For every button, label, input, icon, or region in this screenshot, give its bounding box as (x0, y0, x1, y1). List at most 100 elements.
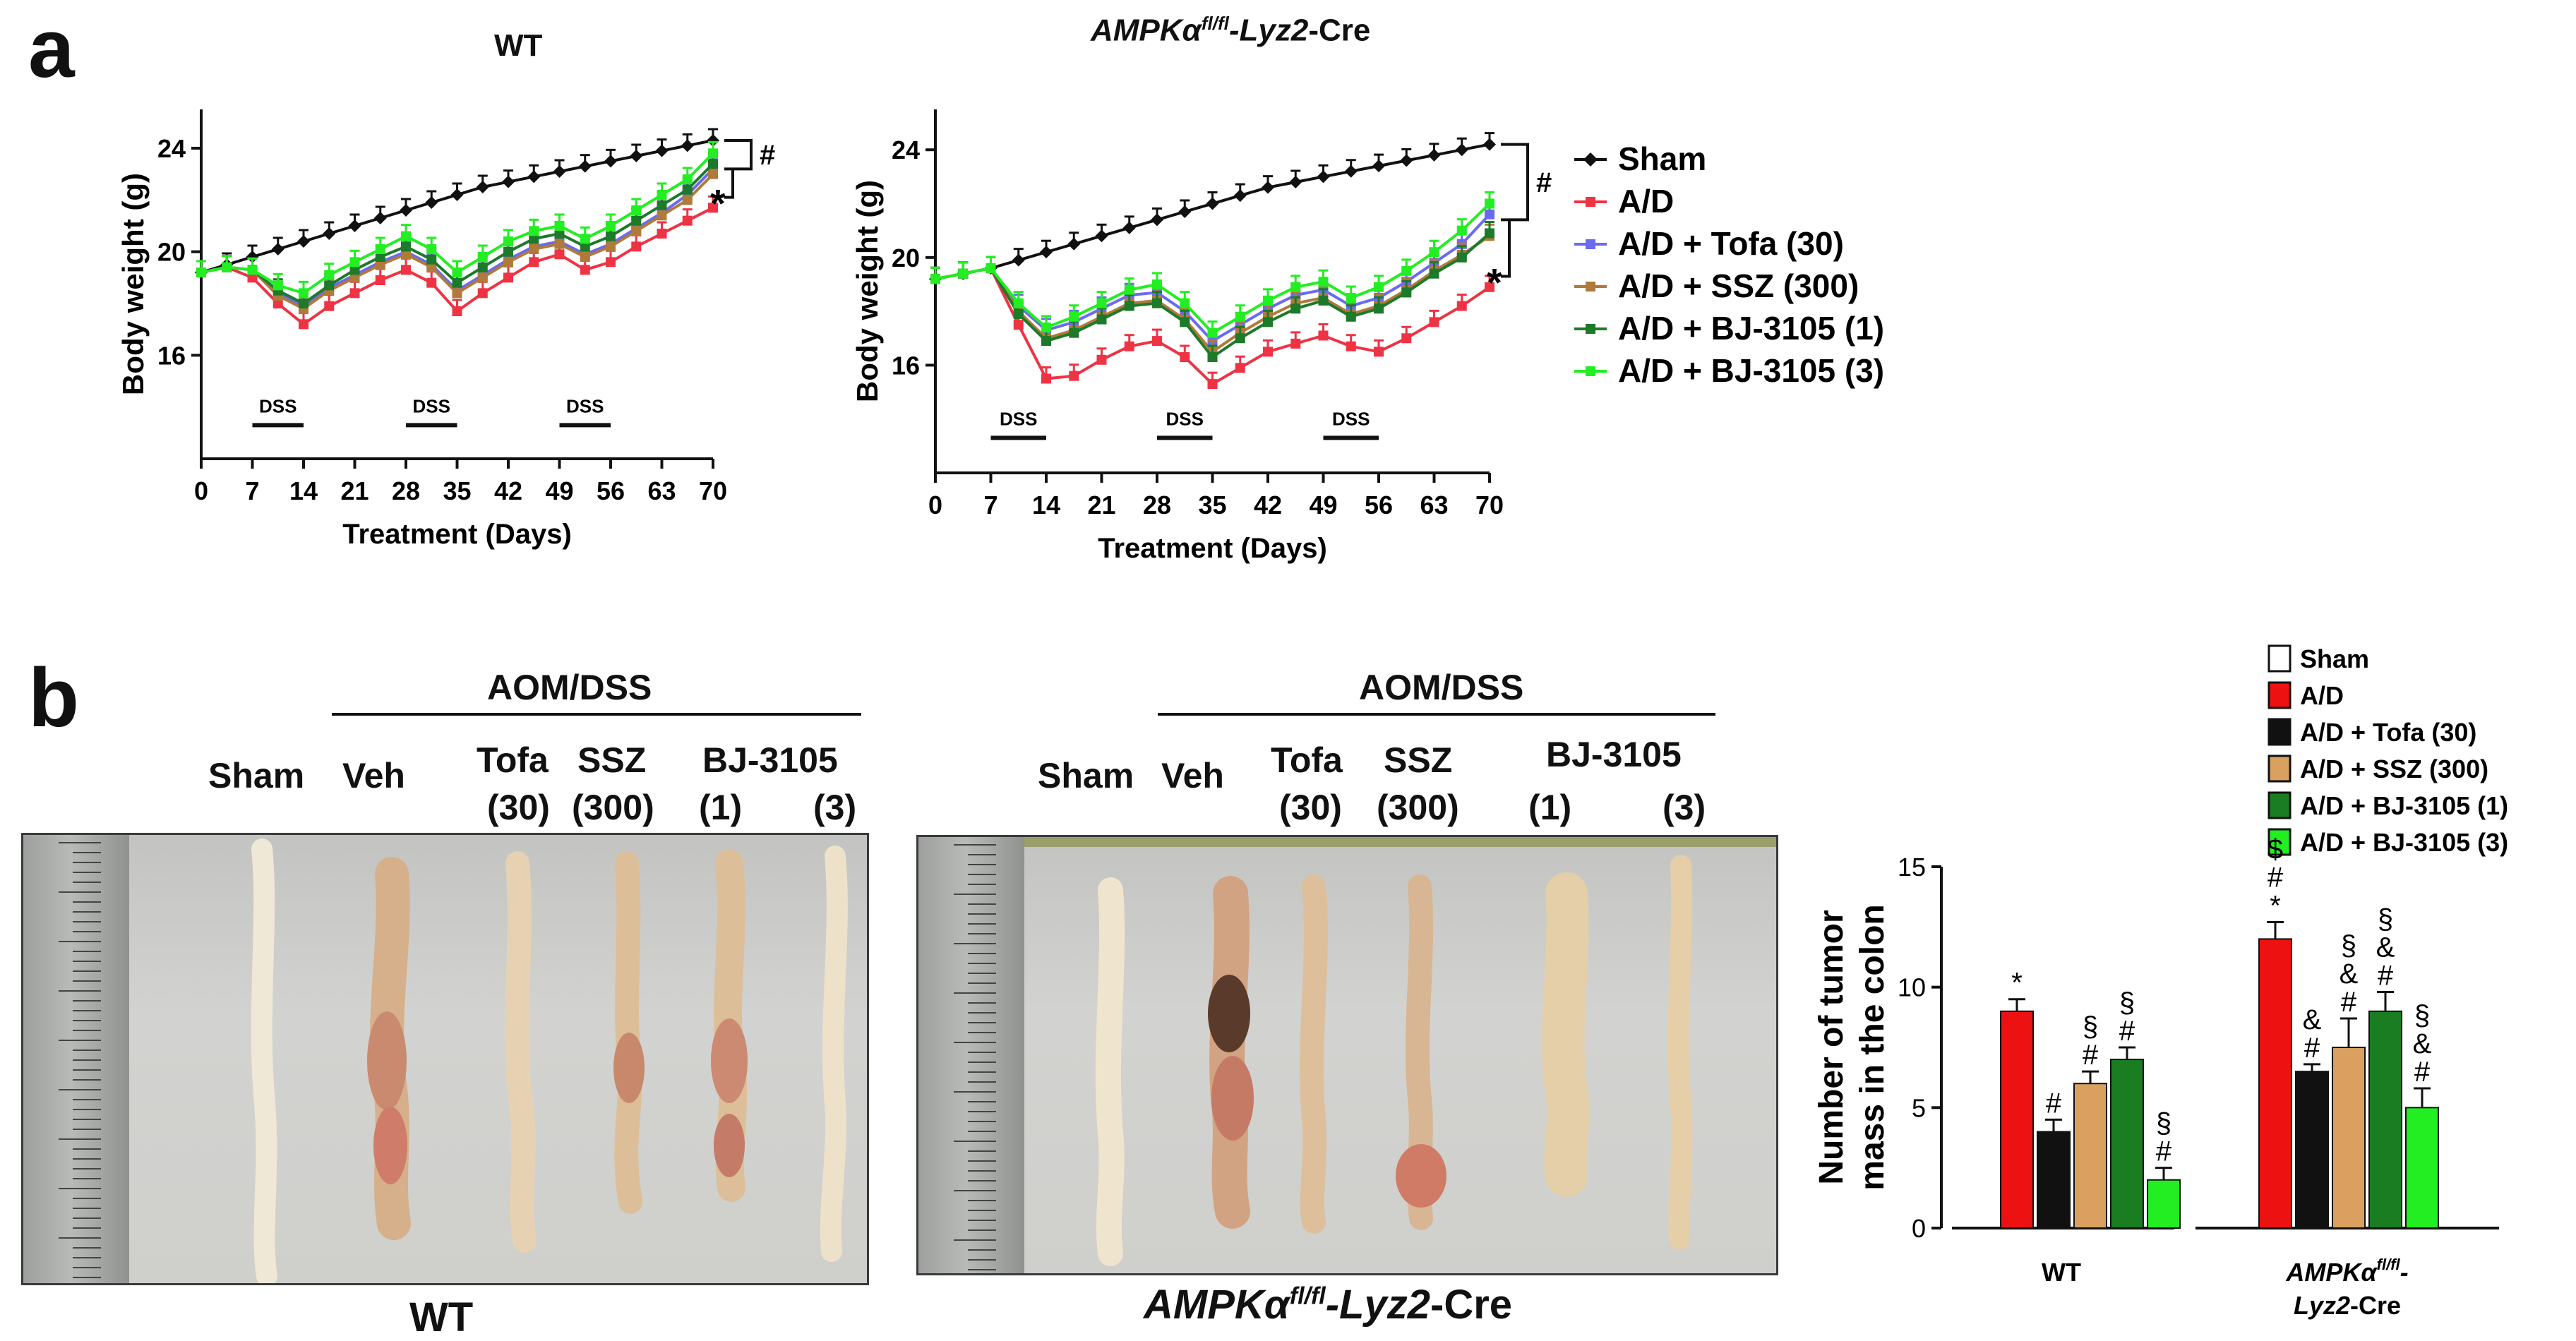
x-tick-label: 28 (1143, 491, 1171, 519)
ruler-tick (73, 961, 101, 962)
data-point (401, 241, 411, 252)
x-tick-label: 56 (1365, 491, 1393, 519)
ruler-tick (73, 1247, 101, 1249)
x-tick-label: 63 (647, 476, 676, 505)
data-point (348, 220, 361, 232)
ruler-tick (968, 1220, 996, 1221)
ko-caption-main: AMPKα (1144, 1282, 1290, 1328)
legend-marker (1586, 197, 1595, 207)
data-point (682, 215, 693, 226)
data-point (299, 319, 308, 330)
ruler-tick (968, 1081, 996, 1083)
data-point (1013, 308, 1024, 319)
x-tick-label: 14 (1032, 491, 1060, 519)
y-tick-label: 10 (1898, 973, 1926, 1002)
data-point (708, 148, 718, 159)
ruler-tick (968, 903, 996, 905)
data-point (1374, 303, 1384, 314)
ruler-tick (968, 1101, 996, 1102)
data-point (631, 226, 642, 236)
dss-label: DSS (1332, 408, 1370, 429)
bar (2110, 1059, 2144, 1229)
ruler (918, 837, 1024, 1273)
data-point (529, 244, 539, 254)
legend-swatch (2268, 791, 2292, 819)
ruler-tick (968, 1121, 996, 1122)
significance-mark: # (2119, 1016, 2135, 1047)
y-tick-label: 20 (157, 238, 186, 267)
x-tick-label: 35 (1198, 491, 1226, 519)
data-point (1122, 221, 1136, 234)
data-point (452, 288, 462, 299)
ruler-tick (59, 891, 101, 893)
significance-mark: § (2414, 1000, 2430, 1031)
data-point (1427, 148, 1441, 162)
data-point (1206, 197, 1219, 210)
significance-mark: § (2156, 1108, 2171, 1139)
data-point (247, 272, 258, 283)
ruler-tick (73, 1208, 101, 1209)
bar (2000, 1010, 2034, 1229)
data-point (1207, 327, 1218, 338)
data-point (631, 205, 642, 215)
ruler-tick (73, 1217, 101, 1219)
data-point (606, 257, 616, 267)
data-point (1401, 333, 1412, 344)
y-tick-label: 5 (1912, 1093, 1926, 1122)
data-point (631, 241, 642, 252)
data-point (682, 195, 693, 205)
significance-star: * (710, 181, 726, 226)
wt-aom-dss-label: AOM/DSS (487, 668, 652, 707)
data-point (1013, 320, 1024, 330)
ruler-tick (968, 1160, 996, 1162)
data-point (1317, 170, 1330, 184)
legend-swatch (2268, 718, 2292, 746)
legend-label: A/D + BJ-3105 (1) (2300, 791, 2508, 820)
wt-tofa-dose: (30) (487, 788, 550, 827)
data-point (1041, 323, 1051, 332)
legend-label: A/D + BJ-3105 (1) (1618, 310, 1884, 347)
ko-ssz-label: SSZ (1384, 740, 1453, 780)
ruler-tick (968, 1259, 996, 1261)
data-point (477, 252, 488, 262)
significance-mark: # (2378, 960, 2394, 991)
ruler-tick (73, 1020, 101, 1021)
ruler-tick (73, 882, 101, 883)
data-point (1041, 373, 1051, 384)
data-point (682, 174, 693, 184)
data-point (1346, 341, 1356, 351)
ko-ssz-dose: (300) (1377, 788, 1459, 827)
x-tick-label: 7 (245, 476, 259, 505)
ruler-tick (73, 951, 101, 952)
ruler-tick (59, 990, 101, 992)
data-point (580, 241, 590, 252)
bar (2258, 938, 2292, 1229)
data-point (1124, 284, 1134, 295)
x-tick-label: 21 (1087, 491, 1115, 519)
data-point (476, 181, 489, 193)
ruler-tick (968, 854, 996, 855)
legend-label: A/D + SSZ (300) (2300, 754, 2488, 783)
ruler-tick (59, 1089, 101, 1090)
ruler-tick (59, 842, 101, 843)
ruler-tick (73, 852, 101, 853)
data-point (401, 249, 411, 260)
wt-aom-dss-line (332, 713, 861, 716)
data-point (426, 244, 437, 254)
data-point (1346, 293, 1356, 303)
data-point (425, 196, 438, 209)
x-tick-label: 0 (928, 491, 942, 519)
data-point (606, 231, 616, 241)
data-point (1233, 189, 1247, 203)
data-point (1456, 252, 1467, 263)
ruler-tick (954, 1190, 996, 1191)
significance-bracket (1501, 220, 1511, 278)
ruler-tick (954, 992, 996, 994)
data-point (1040, 246, 1053, 259)
panel-a-letter: a (28, 2, 75, 95)
ko-photo-caption: AMPKαfl/fl-Lyz2-Cre (1144, 1281, 1512, 1328)
wt-veh-label: Veh (342, 756, 405, 795)
ruler-tick (73, 1178, 101, 1179)
ruler-tick (954, 1239, 996, 1241)
significance-mark: $ (2268, 834, 2283, 865)
